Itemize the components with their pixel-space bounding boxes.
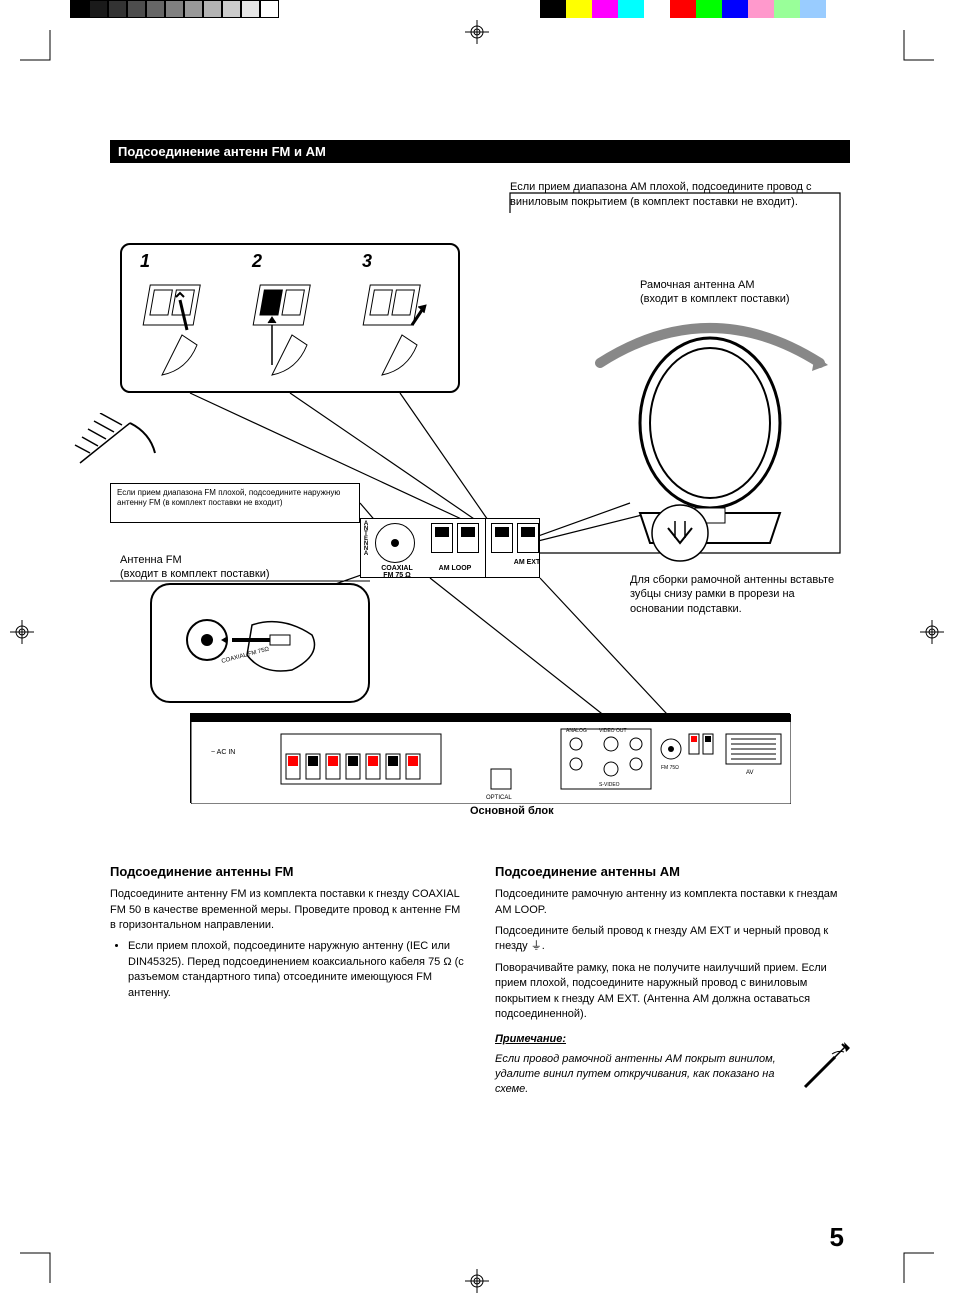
step-2-illustration: [242, 275, 342, 385]
spring-terminal-icon: [491, 523, 513, 553]
am-loop-antenna-illustration: [580, 313, 840, 563]
am-paragraph-1: Подсоедините рамочную антенну из комплек…: [495, 887, 850, 918]
fm-paragraph-1: Подсоедините антенну FM из комплекта пос…: [110, 887, 465, 933]
fm-outdoor-note: Если прием диапазона FM плохой, подсоеди…: [110, 483, 360, 523]
amext-label: AM EXT: [514, 559, 540, 566]
crop-mark-tr: [894, 30, 934, 70]
antenna-terminal-block: ANTENNA COAXIAL FM 75 Ω AM LOOP AM EXT: [360, 518, 540, 578]
main-unit-rear-panel: ~ AC IN OPTICAL ANALOG VIDEO OUT S-VIDEO…: [190, 713, 790, 803]
step-number: 3: [362, 251, 372, 272]
step-number: 1: [140, 251, 150, 272]
text-columns: Подсоединение антенны FM Подсоедините ан…: [110, 863, 850, 1098]
note-heading: Примечание:: [495, 1032, 850, 1047]
svg-text:VIDEO OUT: VIDEO OUT: [599, 728, 627, 734]
crop-mark-tl: [20, 30, 60, 70]
fm-heading: Подсоединение антенны FM: [110, 863, 465, 881]
connection-steps-panel: 1 2 3: [120, 243, 460, 393]
color-calibration-bar: [540, 0, 826, 18]
step-3-illustration: [352, 275, 452, 385]
page-number: 5: [830, 1222, 844, 1253]
coaxial-label-2: FM 75 Ω: [383, 572, 410, 579]
step-number: 2: [252, 251, 262, 272]
grayscale-calibration-bar: [70, 0, 279, 18]
amloop-label: AM LOOP: [431, 565, 479, 572]
am-paragraph-3: Поворачивайте рамку, пока не получите на…: [495, 961, 850, 1023]
svg-text:AV: AV: [746, 770, 754, 776]
spring-terminal-icon: [517, 523, 539, 553]
page-content: Подсоединение антенн FM и AM Если прием …: [110, 140, 850, 1098]
note-body: Если провод рамочной антенны АМ покрыт в…: [495, 1052, 850, 1098]
svg-text:FM 75Ω: FM 75Ω: [661, 765, 679, 771]
wire-strip-icon: [800, 1042, 850, 1092]
step-1-illustration: [132, 275, 232, 385]
spring-terminal-icon: [457, 523, 479, 553]
registration-mark-icon: [465, 20, 489, 44]
fm-bullet: Если прием плохой, подсоедините наружную…: [128, 939, 465, 1001]
svg-text:ANALOG: ANALOG: [566, 728, 587, 734]
crop-mark-bl: [20, 1243, 60, 1283]
spring-terminal-icon: [431, 523, 453, 553]
crop-mark-br: [894, 1243, 934, 1283]
am-paragraph-2: Подсоедините белый провод к гнезду AM EX…: [495, 924, 850, 955]
svg-text:~ AC IN: ~ AC IN: [211, 749, 235, 756]
wiring-diagram: 1 2 3: [110, 183, 850, 823]
svg-text:OPTICAL: OPTICAL: [486, 795, 512, 801]
note-text: Если провод рамочной антенны АМ покрыт в…: [495, 1053, 776, 1096]
coaxial-label-1: COAXIAL: [381, 565, 413, 572]
coaxial-jack-icon: [375, 523, 415, 563]
section-header: Подсоединение антенн FM и AM: [110, 140, 850, 163]
am-instructions-column: Подсоединение антенны АМ Подсоедините ра…: [495, 863, 850, 1098]
fm-instructions-column: Подсоединение антенны FM Подсоедините ан…: [110, 863, 465, 1098]
coax-insertion-illustration: COAXIAL FM 75Ω: [150, 583, 370, 703]
registration-mark-icon: [920, 620, 944, 644]
terminal-antenna-label: ANTENNA: [363, 521, 369, 556]
registration-mark-icon: [465, 1269, 489, 1293]
registration-mark-icon: [10, 620, 34, 644]
svg-text:S-VIDEO: S-VIDEO: [599, 782, 620, 788]
am-heading: Подсоединение антенны АМ: [495, 863, 850, 881]
